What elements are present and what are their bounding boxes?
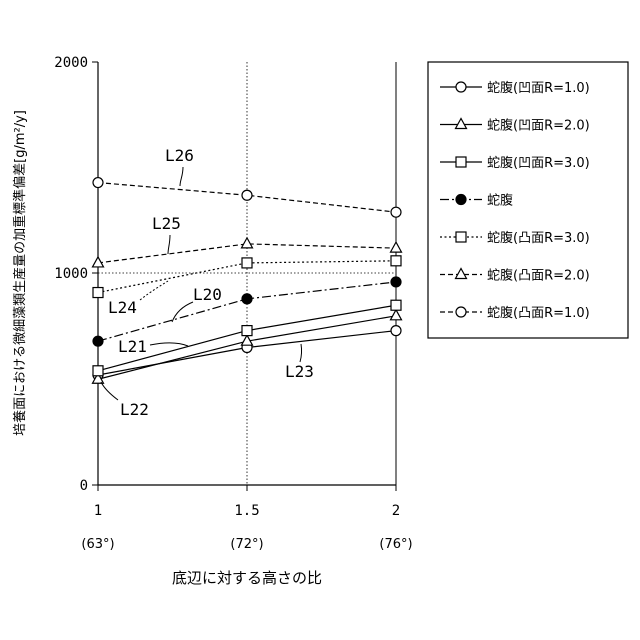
- x-tick-label: 2: [392, 503, 400, 519]
- data-point: [242, 238, 253, 248]
- legend-marker: [456, 232, 466, 242]
- annotation-label-L23: L23: [285, 362, 314, 381]
- series-7: [93, 178, 401, 218]
- annotation-leader-L22: [101, 382, 118, 400]
- data-point: [93, 336, 103, 346]
- data-point: [242, 294, 252, 304]
- data-point: [242, 190, 252, 200]
- data-point: [391, 300, 401, 310]
- annotation-label-L21: L21: [118, 337, 147, 356]
- annotation-leader-L21: [150, 343, 188, 346]
- x-sub-label: (72°): [230, 537, 263, 552]
- data-point: [93, 288, 103, 298]
- annotation-label-L22: L22: [120, 400, 149, 419]
- annotation-leader-L23: [300, 344, 302, 362]
- annotation-label-L24: L24: [108, 298, 137, 317]
- legend-label: 蛇腹(凸面R=2.0): [487, 268, 590, 284]
- data-point: [391, 277, 401, 287]
- legend-label: 蛇腹(凸面R=1.0): [487, 305, 590, 321]
- data-point: [391, 207, 401, 217]
- x-tick-label: 1: [94, 503, 102, 519]
- data-point: [391, 256, 401, 266]
- legend-label: 蛇腹: [487, 193, 513, 209]
- legend-marker: [456, 82, 466, 92]
- y-tick-label: 0: [80, 478, 88, 494]
- data-point: [242, 326, 252, 336]
- x-axis-label: 底辺に対する高さの比: [172, 569, 322, 587]
- legend-marker: [456, 195, 466, 205]
- data-point: [93, 366, 103, 376]
- data-point: [391, 242, 402, 252]
- data-point: [93, 178, 103, 188]
- x-sub-label: (76°): [379, 537, 412, 552]
- annotations: L26 L25 L24 L20 L21 L23 L22: [101, 146, 314, 419]
- annotation-label-L20: L20: [193, 285, 222, 304]
- y-tick-label: 2000: [54, 55, 88, 71]
- legend-label: 蛇腹(凹面R=3.0): [487, 155, 590, 171]
- x-tick-label: 1.5: [234, 503, 259, 519]
- data-point: [391, 326, 401, 336]
- legend-label: 蛇腹(凸面R=3.0): [487, 230, 590, 246]
- annotation-leader-L25: [168, 235, 170, 254]
- data-point: [391, 310, 402, 320]
- annotation-leader-L26: [180, 167, 183, 186]
- annotation-label-L25: L25: [152, 214, 181, 233]
- x-sub-label: (63°): [81, 537, 114, 552]
- annotation-leader-L24: [140, 281, 168, 300]
- legend-marker: [456, 307, 466, 317]
- legend-label: 蛇腹(凹面R=2.0): [487, 118, 590, 134]
- legend: 蛇腹(凹面R=1.0) 蛇腹(凹面R=2.0) 蛇腹(凹面R=3.0) 蛇腹蛇腹(凸面…: [428, 62, 628, 338]
- annotation-label-L26: L26: [165, 146, 194, 165]
- y-axis-label: 培養面における微細藻類生産量の加重標準偏差[g/m²/y]: [12, 110, 28, 436]
- legend-marker: [456, 157, 466, 167]
- y-tick-label: 1000: [54, 266, 88, 282]
- data-point: [242, 258, 252, 268]
- plot-area: [92, 62, 396, 491]
- legend-label: 蛇腹(凹面R=1.0): [487, 80, 590, 96]
